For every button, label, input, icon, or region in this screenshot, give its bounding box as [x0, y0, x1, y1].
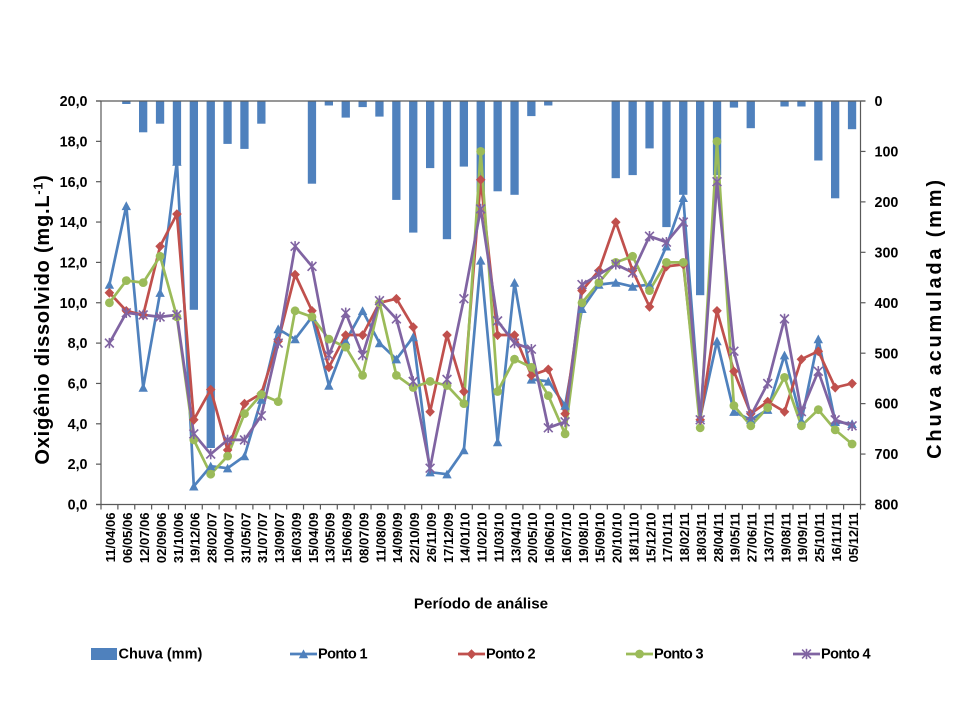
svg-text:19/08/11: 19/08/11	[778, 513, 793, 563]
svg-text:16/11/11: 16/11/11	[829, 513, 844, 562]
svg-text:31/07/07: 31/07/07	[255, 513, 270, 564]
svg-text:16/07/10: 16/07/10	[559, 513, 574, 564]
svg-text:16/03/09: 16/03/09	[289, 513, 304, 564]
svg-text:100: 100	[875, 145, 899, 161]
svg-text:15/04/09: 15/04/09	[306, 513, 321, 564]
svg-text:14/09/09: 14/09/09	[390, 513, 405, 564]
svg-text:800: 800	[875, 498, 899, 514]
svg-text:Chuva acumulada (mm): Chuva acumulada (mm)	[924, 177, 946, 459]
svg-text:14/01/10: 14/01/10	[458, 513, 473, 564]
svg-text:400: 400	[875, 296, 899, 312]
svg-text:18,0: 18,0	[60, 135, 88, 151]
svg-text:20,0: 20,0	[60, 94, 88, 110]
svg-text:19/09/11: 19/09/11	[795, 513, 810, 563]
svg-text:06/05/06: 06/05/06	[120, 513, 135, 564]
svg-text:500: 500	[875, 346, 899, 362]
svg-text:05/12/11: 05/12/11	[846, 513, 861, 563]
svg-text:8,0: 8,0	[68, 336, 88, 352]
svg-text:08/07/09: 08/07/09	[356, 513, 371, 564]
svg-text:17/01/11: 17/01/11	[660, 513, 675, 563]
svg-text:13/04/10: 13/04/10	[508, 513, 523, 564]
svg-text:Ponto 3: Ponto 3	[654, 647, 704, 663]
svg-text:15/06/09: 15/06/09	[340, 513, 355, 564]
svg-text:11/02/10: 11/02/10	[475, 513, 490, 563]
svg-text:Ponto 2: Ponto 2	[486, 647, 536, 663]
svg-text:15/09/10: 15/09/10	[593, 513, 608, 564]
svg-text:4,0: 4,0	[68, 417, 88, 433]
svg-text:22/10/09: 22/10/09	[407, 513, 422, 564]
svg-text:6,0: 6,0	[68, 377, 88, 393]
svg-text:17/12/09: 17/12/09	[441, 513, 456, 564]
svg-text:15/12/10: 15/12/10	[643, 513, 658, 564]
svg-text:13/09/07: 13/09/07	[272, 513, 287, 564]
svg-text:27/06/11: 27/06/11	[745, 513, 760, 563]
svg-text:28/02/07: 28/02/07	[205, 513, 220, 564]
svg-text:600: 600	[875, 397, 899, 413]
svg-text:11/08/09: 11/08/09	[373, 513, 388, 563]
svg-text:200: 200	[875, 195, 899, 211]
svg-text:19/08/10: 19/08/10	[576, 513, 591, 564]
svg-text:31/05/07: 31/05/07	[238, 513, 253, 564]
svg-text:0,0: 0,0	[68, 498, 88, 514]
svg-text:19/12/06: 19/12/06	[188, 513, 203, 564]
svg-text:2,0: 2,0	[68, 457, 88, 473]
svg-text:12,0: 12,0	[60, 256, 88, 272]
svg-text:300: 300	[875, 245, 899, 261]
svg-text:20/10/10: 20/10/10	[610, 513, 625, 564]
svg-text:13/05/09: 13/05/09	[323, 513, 338, 564]
svg-text:16,0: 16,0	[60, 175, 88, 191]
svg-text:Ponto 4: Ponto 4	[821, 647, 871, 663]
svg-text:18/02/11: 18/02/11	[677, 513, 692, 563]
svg-text:13/07/11: 13/07/11	[762, 513, 777, 563]
svg-text:02/09/06: 02/09/06	[154, 513, 169, 564]
svg-text:10,0: 10,0	[60, 296, 88, 312]
svg-text:16/06/10: 16/06/10	[542, 513, 557, 564]
svg-text:25/10/11: 25/10/11	[812, 513, 827, 563]
svg-text:12/07/06: 12/07/06	[137, 513, 152, 564]
svg-text:26/11/09: 26/11/09	[424, 513, 439, 563]
svg-text:10/04/07: 10/04/07	[221, 513, 236, 564]
svg-text:20/05/10: 20/05/10	[525, 513, 540, 564]
svg-text:28/04/11: 28/04/11	[711, 513, 726, 563]
svg-text:Período de análise: Período de análise	[414, 596, 548, 613]
svg-text:14,0: 14,0	[60, 215, 88, 231]
svg-text:Chuva (mm): Chuva (mm)	[119, 647, 203, 663]
svg-text:18/11/10: 18/11/10	[626, 513, 641, 563]
svg-text:700: 700	[875, 447, 899, 463]
svg-text:18/03/11: 18/03/11	[694, 513, 709, 563]
svg-text:0: 0	[875, 94, 883, 110]
svg-text:11/04/06: 11/04/06	[103, 513, 118, 563]
svg-text:Ponto 1: Ponto 1	[318, 647, 368, 663]
svg-text:Oxigênio dissolvido (mg.L-1): Oxigênio dissolvido (mg.L-1)	[32, 174, 55, 464]
svg-text:11/03/10: 11/03/10	[491, 513, 506, 563]
svg-text:31/10/06: 31/10/06	[171, 513, 186, 564]
svg-text:19/05/11: 19/05/11	[728, 513, 743, 563]
